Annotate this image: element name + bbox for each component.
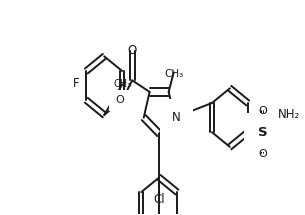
Text: F: F bbox=[73, 77, 79, 90]
Text: N: N bbox=[172, 111, 181, 124]
Text: O: O bbox=[258, 149, 267, 159]
Text: Cl: Cl bbox=[153, 193, 165, 206]
Text: O: O bbox=[115, 95, 124, 106]
Text: O: O bbox=[258, 106, 267, 116]
Text: CH₃: CH₃ bbox=[164, 69, 183, 79]
Text: O: O bbox=[127, 44, 137, 57]
Text: CH₃: CH₃ bbox=[113, 79, 131, 89]
Text: S: S bbox=[258, 126, 267, 139]
Text: NH₂: NH₂ bbox=[278, 108, 300, 121]
